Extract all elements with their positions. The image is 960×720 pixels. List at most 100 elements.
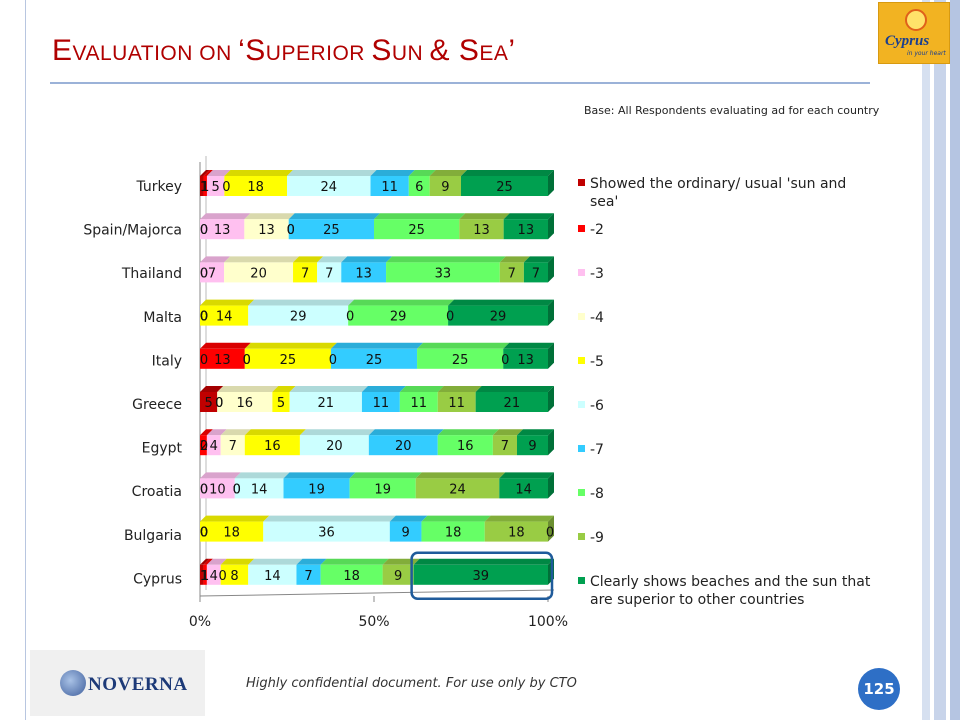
- data-label: 18: [223, 526, 240, 541]
- legend-label: -6: [590, 397, 878, 415]
- data-label: 25: [408, 223, 425, 238]
- category-label: Spain/Majorca: [83, 223, 182, 239]
- data-label: 13: [473, 223, 490, 238]
- category-label: Egypt: [142, 441, 183, 457]
- category-label: Thailand: [121, 266, 182, 282]
- data-label: 0: [222, 180, 230, 195]
- data-label: 11: [381, 180, 398, 195]
- bar-top-face: [235, 472, 290, 478]
- data-label: 18: [247, 180, 264, 195]
- data-label: 39: [473, 569, 490, 584]
- bar-top-face: [248, 559, 302, 565]
- bar-top-face: [200, 516, 269, 522]
- legend-swatch: [578, 577, 585, 584]
- data-label: 4: [210, 439, 218, 454]
- bar-top-face: [499, 472, 554, 478]
- legend-item: -3: [578, 265, 878, 283]
- category-label: Turkey: [135, 179, 182, 195]
- legend-label: -9: [590, 529, 878, 547]
- legend-swatch: [578, 313, 585, 320]
- bar-top-face: [417, 343, 509, 349]
- data-label: 21: [317, 396, 334, 411]
- data-label: 7: [229, 439, 237, 454]
- legend-swatch: [578, 225, 585, 232]
- noverna-logo: NOVERNA: [30, 650, 205, 716]
- data-label: 7: [304, 569, 312, 584]
- data-label: 25: [280, 353, 297, 368]
- data-label: 0: [329, 353, 337, 368]
- data-label: 5: [204, 396, 212, 411]
- legend-swatch: [578, 357, 585, 364]
- data-label: 2: [200, 439, 208, 454]
- data-label: 0: [200, 526, 208, 541]
- data-label: 33: [435, 266, 452, 281]
- legend-swatch: [578, 269, 585, 276]
- bar-top-face: [200, 300, 254, 306]
- category-label: Malta: [143, 310, 182, 326]
- data-label: 36: [318, 526, 335, 541]
- bar-top-face: [350, 472, 422, 478]
- data-label: 20: [326, 439, 343, 454]
- category-label: Cyprus: [133, 571, 182, 587]
- bar-top-face: [362, 386, 406, 392]
- data-label: 18: [508, 526, 525, 541]
- data-label: 0: [287, 223, 295, 238]
- data-label: 5: [277, 396, 285, 411]
- data-label: 0: [200, 310, 208, 325]
- bar-top-face: [300, 429, 375, 435]
- legend-label: Showed the ordinary/ usual 'sun and sea': [590, 175, 878, 211]
- bar-top-face: [348, 300, 454, 306]
- legend-item: -8: [578, 485, 878, 503]
- bar-top-face: [503, 343, 554, 349]
- data-label: 0: [501, 353, 509, 368]
- bar-top-face: [321, 559, 389, 565]
- bar-top-face: [390, 516, 428, 522]
- legend-swatch: [578, 489, 585, 496]
- bar-top-face: [383, 559, 420, 565]
- data-label: 18: [343, 569, 360, 584]
- bar-top-face: [200, 343, 251, 349]
- data-label: 11: [373, 396, 390, 411]
- category-label: Bulgaria: [124, 528, 182, 544]
- data-label: 11: [411, 396, 428, 411]
- x-tick-label: 50%: [358, 614, 389, 630]
- bar-top-face: [369, 429, 444, 435]
- bar-top-face: [331, 343, 423, 349]
- data-label: 14: [216, 310, 233, 325]
- data-label: 25: [366, 353, 383, 368]
- bar-top-face: [448, 300, 554, 306]
- category-label: Croatia: [132, 484, 182, 500]
- data-label: 10: [209, 482, 226, 497]
- bar-top-face: [517, 429, 554, 435]
- legend-label: Clearly shows beaches and the sun that a…: [590, 573, 878, 609]
- data-label: 0: [446, 310, 454, 325]
- bar-top-face: [371, 170, 415, 176]
- bar-top-face: [485, 516, 554, 522]
- bar-top-face: [224, 256, 299, 262]
- bar-top-face: [244, 213, 294, 219]
- data-label: 1: [201, 180, 209, 195]
- legend-item: -9: [578, 529, 878, 547]
- data-label: 7: [501, 439, 509, 454]
- data-label: 13: [517, 353, 534, 368]
- legend-item: -4: [578, 309, 878, 327]
- bar-top-face: [224, 170, 293, 176]
- legend-item: Clearly shows beaches and the sun that a…: [578, 573, 878, 609]
- data-label: 19: [374, 482, 391, 497]
- legend-item: -5: [578, 353, 878, 371]
- data-label: 9: [394, 569, 402, 584]
- data-label: 7: [532, 266, 540, 281]
- data-label: 24: [449, 482, 466, 497]
- legend-item: -2: [578, 221, 878, 239]
- data-label: 7: [325, 266, 333, 281]
- data-label: 29: [490, 310, 507, 325]
- bar-top-face: [217, 386, 278, 392]
- data-label: 0: [215, 396, 223, 411]
- footer-confidential: Highly confidential document. For use on…: [246, 676, 577, 691]
- data-label: 14: [251, 482, 268, 497]
- bar-top-face: [341, 256, 392, 262]
- data-label: 21: [504, 396, 521, 411]
- legend-label: -3: [590, 265, 878, 283]
- data-label: 16: [264, 439, 281, 454]
- bar-top-face: [438, 429, 499, 435]
